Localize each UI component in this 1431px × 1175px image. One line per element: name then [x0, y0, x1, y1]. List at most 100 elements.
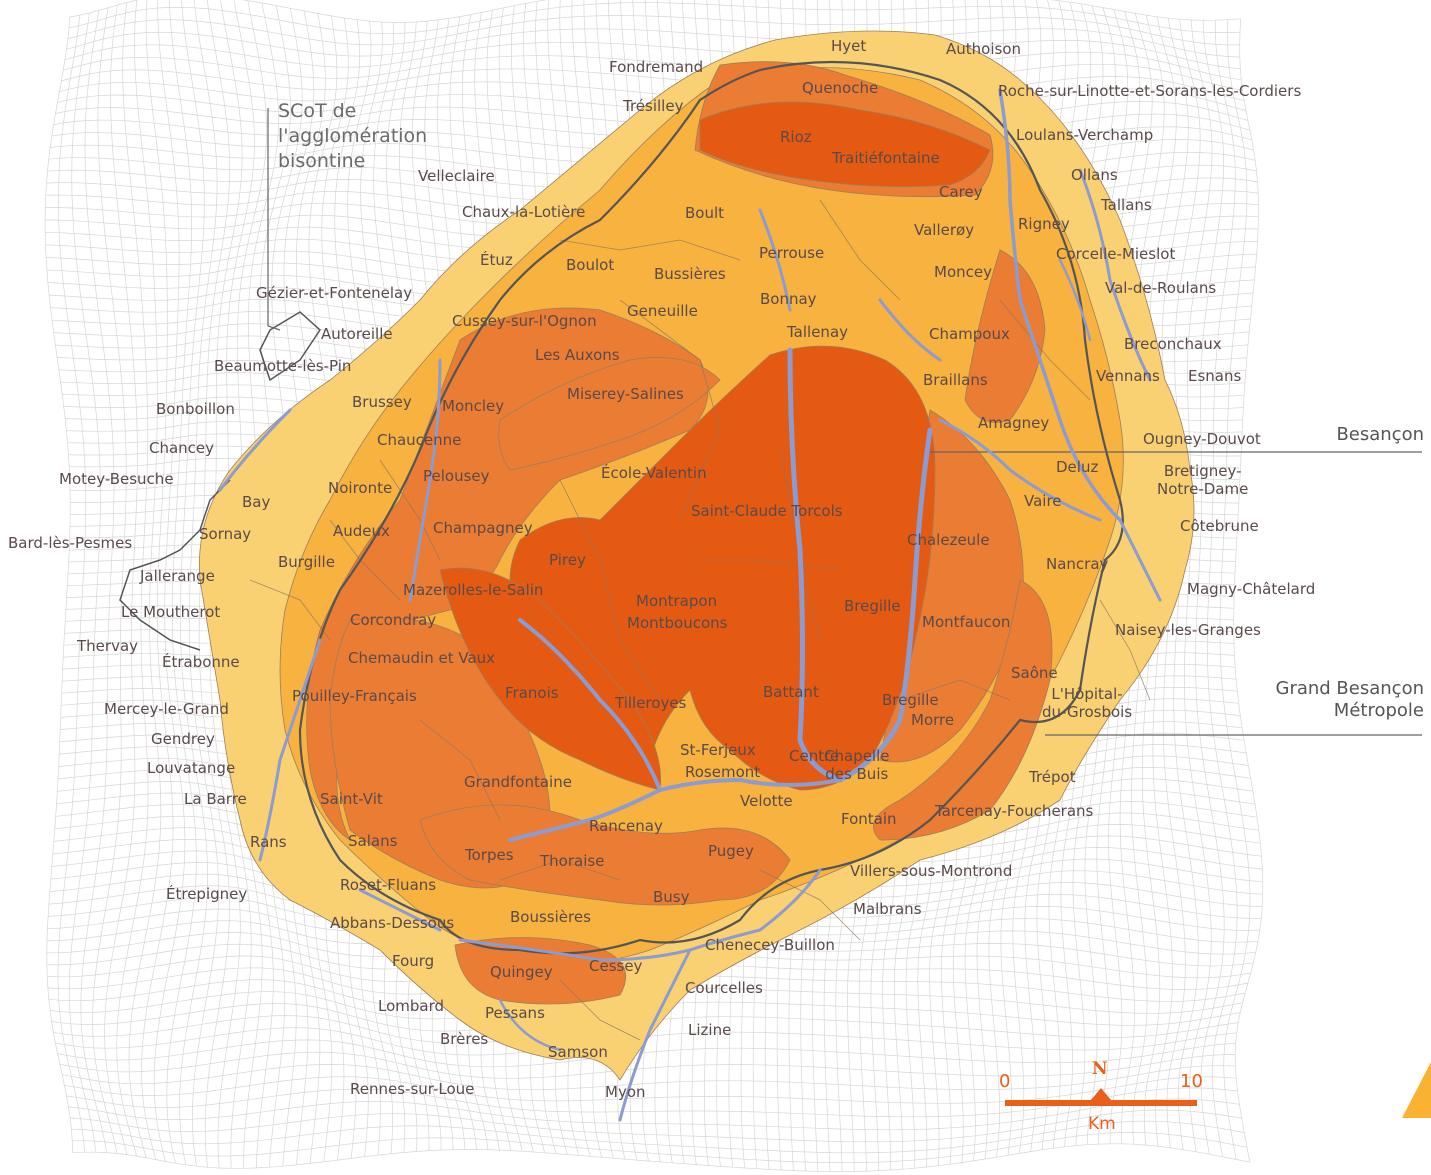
inner-zone-quingey — [454, 937, 627, 1005]
place-label-chemaudin-et-vaux: Chemaudin et Vaux — [348, 649, 496, 667]
place-label-chenecey-buillon: Chenecey-Buillon — [705, 936, 835, 954]
place-label-roche-sur-linotte-et-sorans-les-cordiers: Roche-sur-Linotte-et-Sorans-les-Cordiers — [998, 82, 1302, 100]
grid-line — [63, 51, 1242, 81]
place-label-nancray: Nancray — [1046, 555, 1109, 573]
grid-line — [68, 2, 1241, 35]
place-label-gendrey: Gendrey — [151, 730, 215, 748]
place-label-rancenay: Rancenay — [589, 817, 663, 835]
place-label-vaire: Vaire — [1024, 492, 1062, 510]
place-label-loulans-verchamp: Loulans-Verchamp — [1016, 126, 1154, 144]
place-label-autoreille: Autoreille — [321, 325, 393, 343]
core-zone-north — [699, 101, 991, 188]
place-label-hyet: Hyet — [831, 37, 867, 55]
place-label-trepot: Trépot — [1029, 768, 1076, 786]
place-label-louvatange: Louvatange — [147, 759, 236, 777]
place-label-boult: Boult — [685, 204, 725, 222]
place-label-deluz: Deluz — [1056, 458, 1099, 476]
rivers — [218, 88, 1162, 1122]
place-label-line: Bretigney- — [1163, 462, 1242, 480]
place-label-abbans-dessous: Abbans-Dessous — [330, 914, 455, 932]
place-label-corcondray: Corcondray — [350, 611, 437, 629]
scale-unit-label: Km — [1088, 1114, 1116, 1134]
place-label-naisey-les-granges: Naisey-les-Granges — [1115, 621, 1261, 639]
north-label: N — [1092, 1059, 1108, 1079]
gbm-callout-line-2: Métropole — [1333, 700, 1424, 721]
place-label-villers-sous-montrond: Villers-sous-Montrond — [850, 862, 1013, 880]
place-label-amagney: Amagney — [978, 414, 1050, 432]
place-label-bay: Bay — [242, 493, 271, 511]
place-label-ougney-douvot: Ougney-Douvot — [1143, 430, 1261, 448]
place-label-rosemont: Rosemont — [685, 763, 761, 781]
scale-min-label: 0 — [999, 1071, 1011, 1092]
grid-line — [57, 1039, 1236, 1068]
place-label-torpes: Torpes — [465, 846, 514, 864]
besancon-callout: Besançon — [1336, 424, 1424, 445]
place-label-sornay: Sornay — [199, 525, 252, 543]
place-label-bonboillon: Bonboillon — [156, 400, 235, 418]
grid-line — [64, 1076, 1237, 1104]
place-label-breres: Brères — [440, 1030, 489, 1048]
place-label-carey: Carey — [939, 183, 983, 201]
place-label-lombard: Lombard — [378, 997, 445, 1015]
grid-line — [67, 15, 1240, 46]
place-label-busy: Busy — [653, 888, 690, 906]
place-label-chaux-la-lotiere: Chaux-la-Lotière — [462, 203, 586, 221]
place-label-chapelle-des-buis: Chapelle des Buis — [824, 747, 890, 783]
place-label-saint-claude-torcols: Saint-Claude Torcols — [691, 502, 843, 520]
place-label-cessey: Cessey — [589, 957, 643, 975]
place-label-pirey: Pirey — [549, 551, 586, 569]
place-label-velleclaire: Velleclaire — [418, 167, 495, 185]
place-label-ecole-valentin: École-Valentin — [601, 464, 707, 482]
place-label-quenoche: Quenoche — [802, 79, 879, 97]
place-label-line: Chapelle — [824, 747, 890, 765]
place-label-gezier-et-fontenelay: Gézier-et-Fontenelay — [256, 284, 413, 302]
corner-accent-triangle — [1402, 1062, 1431, 1118]
place-label-chalezeule: Chalezeule — [907, 531, 990, 549]
scot-callout-line-1: SCoT de — [278, 100, 357, 122]
place-label-centre: Centre — [789, 747, 840, 765]
place-label-mazerolles-le-salin: Mazerolles-le-Salin — [403, 581, 544, 599]
inner-zone-saone — [964, 249, 1046, 423]
place-label-saone: Saône — [1011, 664, 1058, 682]
place-label-roset-fluans: Roset-Fluans — [340, 876, 437, 894]
place-label-pouilley-francais: Pouilley-Français — [292, 687, 417, 705]
scot-callout-line-2: l'agglomération — [278, 125, 428, 147]
place-label-audeux: Audeux — [333, 522, 390, 540]
place-label-rioz: Rioz — [780, 128, 812, 146]
grid-line — [59, 76, 1245, 105]
place-label-chancey: Chancey — [149, 439, 215, 457]
place-label-moncey: Moncey — [934, 263, 992, 281]
scale-bar — [1005, 1088, 1197, 1106]
place-label-courcelles: Courcelles — [685, 979, 763, 997]
place-label-esnans: Esnans — [1188, 367, 1242, 385]
place-label-braillans: Braillans — [923, 371, 988, 389]
place-label-bussieres: Bussières — [654, 265, 726, 283]
grid-line — [55, 1027, 1237, 1056]
place-label-etrepigney: Étrepigney — [166, 885, 248, 903]
place-label-tallans: Tallans — [1101, 196, 1152, 214]
place-label-pessans: Pessans — [485, 1004, 545, 1022]
place-label-brussey: Brussey — [352, 393, 412, 411]
place-label-grandfontaine: Grandfontaine — [464, 773, 572, 791]
place-label-noironte: Noironte — [328, 479, 393, 497]
place-label-rennes-sur-loue: Rennes-sur-Loue — [350, 1080, 475, 1098]
place-label-champagney: Champagney — [433, 519, 533, 537]
place-label-rans: Rans — [250, 833, 287, 851]
place-label-fondremand: Fondremand — [609, 58, 704, 76]
place-label-salans: Salans — [348, 832, 398, 850]
scot-boundary — [119, 311, 321, 651]
place-label-montfaucon: Montfaucon — [922, 613, 1011, 631]
place-label-tarcenay-foucherans: Tarcenay-Foucherans — [935, 802, 1094, 820]
inner-zone-southeast — [873, 579, 1053, 841]
place-label-bard-les-pesmes: Bard-lès-Pesmes — [8, 534, 133, 552]
place-label-la-barre: La Barre — [184, 790, 247, 808]
place-label-bregille: Bregille — [844, 597, 901, 615]
place-label-etrabonne: Étrabonne — [162, 653, 240, 671]
place-label-velotte: Velotte — [740, 792, 793, 810]
place-label-le-moutherot: Le Moutherot — [121, 603, 221, 621]
place-label-fourg: Fourg — [392, 952, 435, 970]
place-label-geneuille: Geneuille — [627, 302, 698, 320]
grid-line — [61, 63, 1243, 91]
place-label-boulot: Boulot — [566, 256, 615, 274]
municipal-boundaries — [249, 199, 1151, 1041]
